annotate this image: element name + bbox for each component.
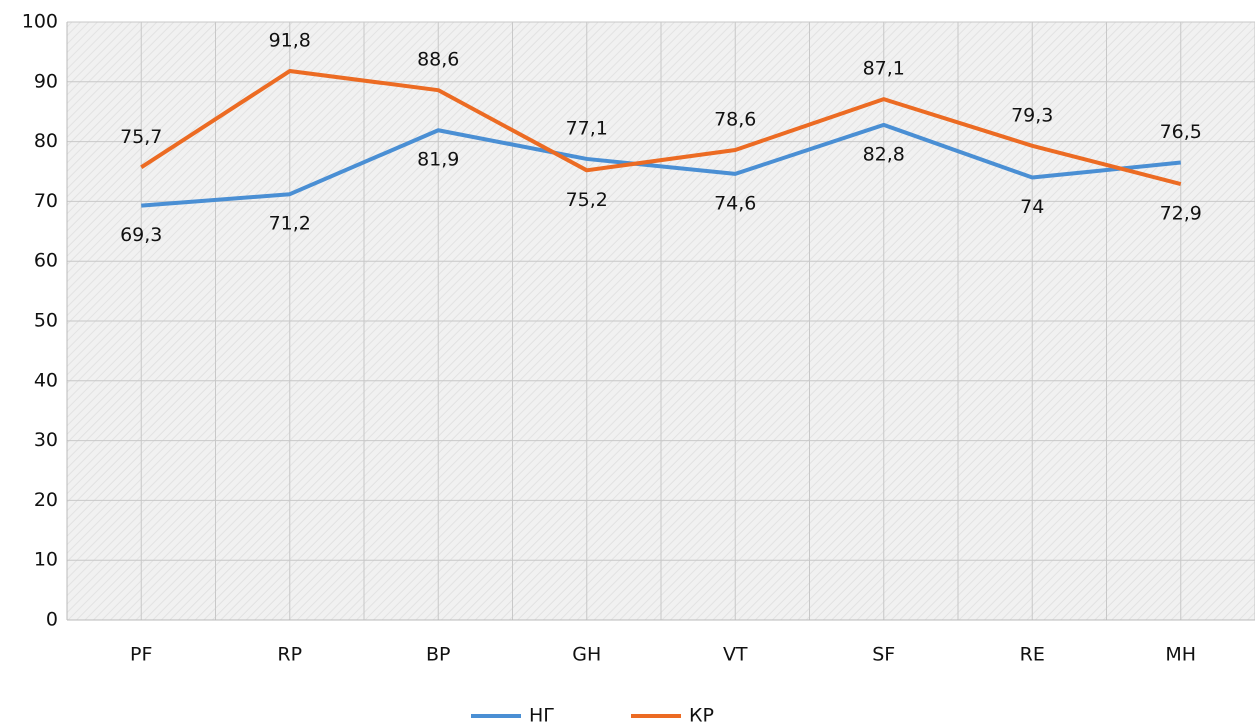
x-tick-label: BP bbox=[426, 644, 451, 666]
data-label: 74 bbox=[1020, 196, 1044, 218]
data-label: 75,7 bbox=[120, 126, 162, 148]
x-tick-label: SF bbox=[872, 644, 895, 666]
y-tick-label: 0 bbox=[46, 609, 58, 631]
legend-label: КР bbox=[689, 705, 714, 724]
series-line bbox=[140, 69, 1182, 186]
x-tick-label: RE bbox=[1020, 644, 1045, 666]
data-label: 82,8 bbox=[863, 143, 905, 165]
data-label: 78,6 bbox=[714, 108, 756, 130]
x-tick-label: VT bbox=[723, 644, 748, 666]
y-tick-label: 80 bbox=[34, 130, 58, 152]
y-tick-label: 50 bbox=[34, 310, 58, 332]
data-label: 75,2 bbox=[566, 189, 608, 211]
legend-label: НГ bbox=[529, 705, 555, 724]
data-label: 88,6 bbox=[417, 49, 459, 71]
y-tick-label: 70 bbox=[34, 190, 58, 212]
x-tick-label: RP bbox=[277, 644, 302, 666]
x-tick-label: GH bbox=[572, 644, 601, 666]
data-label: 74,6 bbox=[714, 192, 756, 214]
y-tick-label: 40 bbox=[34, 369, 58, 391]
y-tick-label: 20 bbox=[34, 489, 58, 511]
data-label: 69,3 bbox=[120, 224, 162, 246]
data-label: 87,1 bbox=[863, 58, 905, 80]
data-label: 76,5 bbox=[1160, 121, 1202, 143]
data-label: 77,1 bbox=[566, 117, 608, 139]
data-label: 72,9 bbox=[1160, 203, 1202, 225]
data-label: 91,8 bbox=[269, 30, 311, 52]
data-label: 81,9 bbox=[417, 149, 459, 171]
x-tick-label: PF bbox=[130, 644, 152, 666]
y-tick-label: 100 bbox=[22, 11, 58, 33]
x-tick-label: MH bbox=[1165, 644, 1196, 666]
y-tick-label: 10 bbox=[34, 549, 58, 571]
y-tick-label: 90 bbox=[34, 70, 58, 92]
data-label: 71,2 bbox=[269, 213, 311, 235]
data-label: 79,3 bbox=[1011, 104, 1053, 126]
y-tick-label: 30 bbox=[34, 429, 58, 451]
series-line bbox=[141, 122, 1181, 208]
y-tick-label: 60 bbox=[34, 250, 58, 272]
